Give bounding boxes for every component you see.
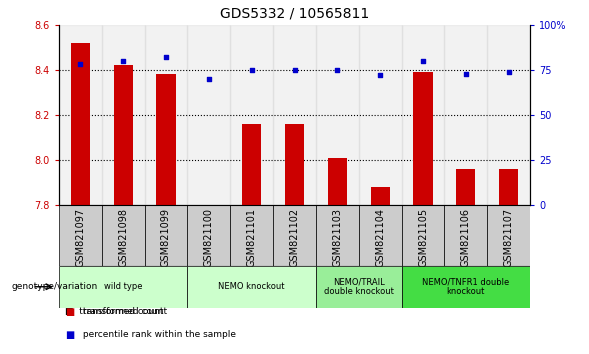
- Text: GSM821104: GSM821104: [375, 208, 385, 267]
- Text: GSM821106: GSM821106: [461, 208, 471, 267]
- Bar: [187, 25, 230, 205]
- Bar: [402, 25, 445, 205]
- Bar: [187, 266, 316, 308]
- Text: GSM821099: GSM821099: [161, 208, 171, 267]
- Title: GDS5332 / 10565811: GDS5332 / 10565811: [220, 7, 369, 21]
- Text: GSM821103: GSM821103: [332, 208, 342, 267]
- Text: NEMO knockout: NEMO knockout: [219, 282, 285, 291]
- Text: percentile rank within the sample: percentile rank within the sample: [80, 330, 236, 339]
- Point: [204, 76, 214, 82]
- Text: GSM821097: GSM821097: [75, 208, 85, 268]
- Text: GSM821101: GSM821101: [247, 208, 257, 267]
- Bar: [370, 187, 390, 205]
- Bar: [59, 266, 187, 308]
- Bar: [456, 169, 475, 205]
- Bar: [499, 169, 518, 205]
- Point: [75, 62, 85, 67]
- Text: ■  transformed count: ■ transformed count: [65, 307, 163, 316]
- Bar: [402, 266, 530, 308]
- Bar: [402, 205, 445, 266]
- Point: [247, 67, 256, 73]
- Point: [375, 73, 385, 78]
- Bar: [156, 74, 176, 205]
- Bar: [316, 266, 402, 308]
- Text: GSM821100: GSM821100: [204, 208, 214, 267]
- Bar: [285, 124, 304, 205]
- Bar: [144, 25, 187, 205]
- Bar: [187, 205, 230, 266]
- Bar: [487, 205, 530, 266]
- Bar: [102, 25, 144, 205]
- Bar: [59, 205, 102, 266]
- Bar: [59, 25, 102, 205]
- Point: [290, 67, 299, 73]
- Bar: [71, 43, 90, 205]
- Point: [118, 58, 128, 64]
- Point: [418, 58, 428, 64]
- Text: ■: ■: [65, 307, 74, 316]
- Bar: [359, 205, 402, 266]
- Bar: [230, 205, 273, 266]
- Text: genotype/variation: genotype/variation: [12, 282, 98, 291]
- Text: ■: ■: [65, 330, 74, 339]
- Bar: [445, 205, 487, 266]
- Text: NEMO/TNFR1 double
knockout: NEMO/TNFR1 double knockout: [422, 277, 509, 296]
- Text: GSM821107: GSM821107: [504, 208, 514, 268]
- Bar: [359, 25, 402, 205]
- Text: transformed count: transformed count: [80, 307, 167, 316]
- Point: [333, 67, 342, 73]
- Bar: [273, 25, 316, 205]
- Bar: [242, 124, 262, 205]
- Bar: [413, 72, 433, 205]
- Bar: [327, 158, 347, 205]
- Bar: [273, 205, 316, 266]
- Bar: [316, 205, 359, 266]
- Bar: [114, 65, 133, 205]
- Text: GSM821102: GSM821102: [290, 208, 299, 268]
- Bar: [144, 205, 187, 266]
- Text: NEMO/TRAIL
double knockout: NEMO/TRAIL double knockout: [324, 277, 393, 296]
- Text: GSM821105: GSM821105: [418, 208, 428, 268]
- Point: [161, 55, 171, 60]
- Bar: [445, 25, 487, 205]
- Bar: [230, 25, 273, 205]
- Point: [504, 69, 514, 75]
- Point: [461, 71, 471, 76]
- Text: wild type: wild type: [104, 282, 143, 291]
- Bar: [102, 205, 144, 266]
- Text: GSM821098: GSM821098: [118, 208, 128, 267]
- Bar: [487, 25, 530, 205]
- Bar: [316, 25, 359, 205]
